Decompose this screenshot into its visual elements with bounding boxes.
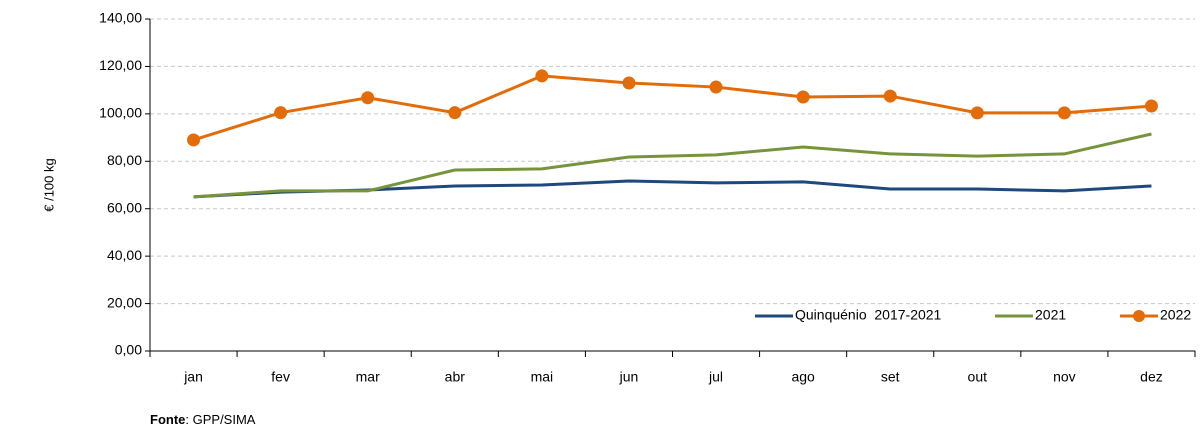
x-tick-label: mar: [356, 369, 380, 385]
point: [361, 91, 375, 105]
x-tick-label: jun: [619, 369, 639, 385]
x-tick-label: set: [881, 369, 900, 385]
x-tick-label: ago: [791, 369, 815, 385]
point: [1057, 106, 1071, 120]
point: [274, 106, 288, 120]
source-text: : GPP/SIMA: [185, 412, 255, 427]
y-axis-label: € /100 kg: [41, 158, 56, 212]
point: [1144, 99, 1158, 113]
point: [448, 106, 462, 120]
x-tick-label: fev: [271, 369, 290, 385]
series-line: [193, 179, 1152, 199]
x-tick-label: jul: [708, 369, 723, 385]
legend-label: 2021: [1035, 307, 1066, 323]
point: [796, 90, 810, 104]
point: [883, 89, 897, 103]
x-tick-label: nov: [1053, 369, 1076, 385]
source: Fonte: GPP/SIMA: [150, 412, 256, 427]
y-tick-label: 80,00: [107, 152, 142, 168]
legend-marker: [1133, 310, 1145, 322]
point: [970, 106, 984, 120]
y-tick-label: 100,00: [99, 105, 142, 121]
series-line: [193, 132, 1152, 199]
point: [187, 133, 201, 147]
x-tick-label: abr: [445, 369, 466, 385]
y-tick-label: 0,00: [115, 342, 142, 358]
x-tick-label: dez: [1140, 369, 1163, 385]
y-tick-label: 120,00: [99, 57, 142, 73]
y-tick-label: 20,00: [107, 294, 142, 310]
legend-label: Quinquénio 2017-2021: [795, 307, 942, 323]
x-tick-label: out: [968, 369, 988, 385]
point: [622, 76, 636, 90]
x-tick-label: mai: [531, 369, 554, 385]
point: [709, 80, 723, 94]
point: [535, 69, 549, 83]
y-tick-label: 140,00: [99, 10, 142, 26]
series-line: [193, 74, 1152, 142]
y-tick-label: 60,00: [107, 199, 142, 215]
legend-label: 2022: [1160, 307, 1191, 323]
source-label: Fonte: [150, 412, 185, 427]
y-tick-label: 40,00: [107, 247, 142, 263]
x-tick-label: jan: [183, 369, 203, 385]
